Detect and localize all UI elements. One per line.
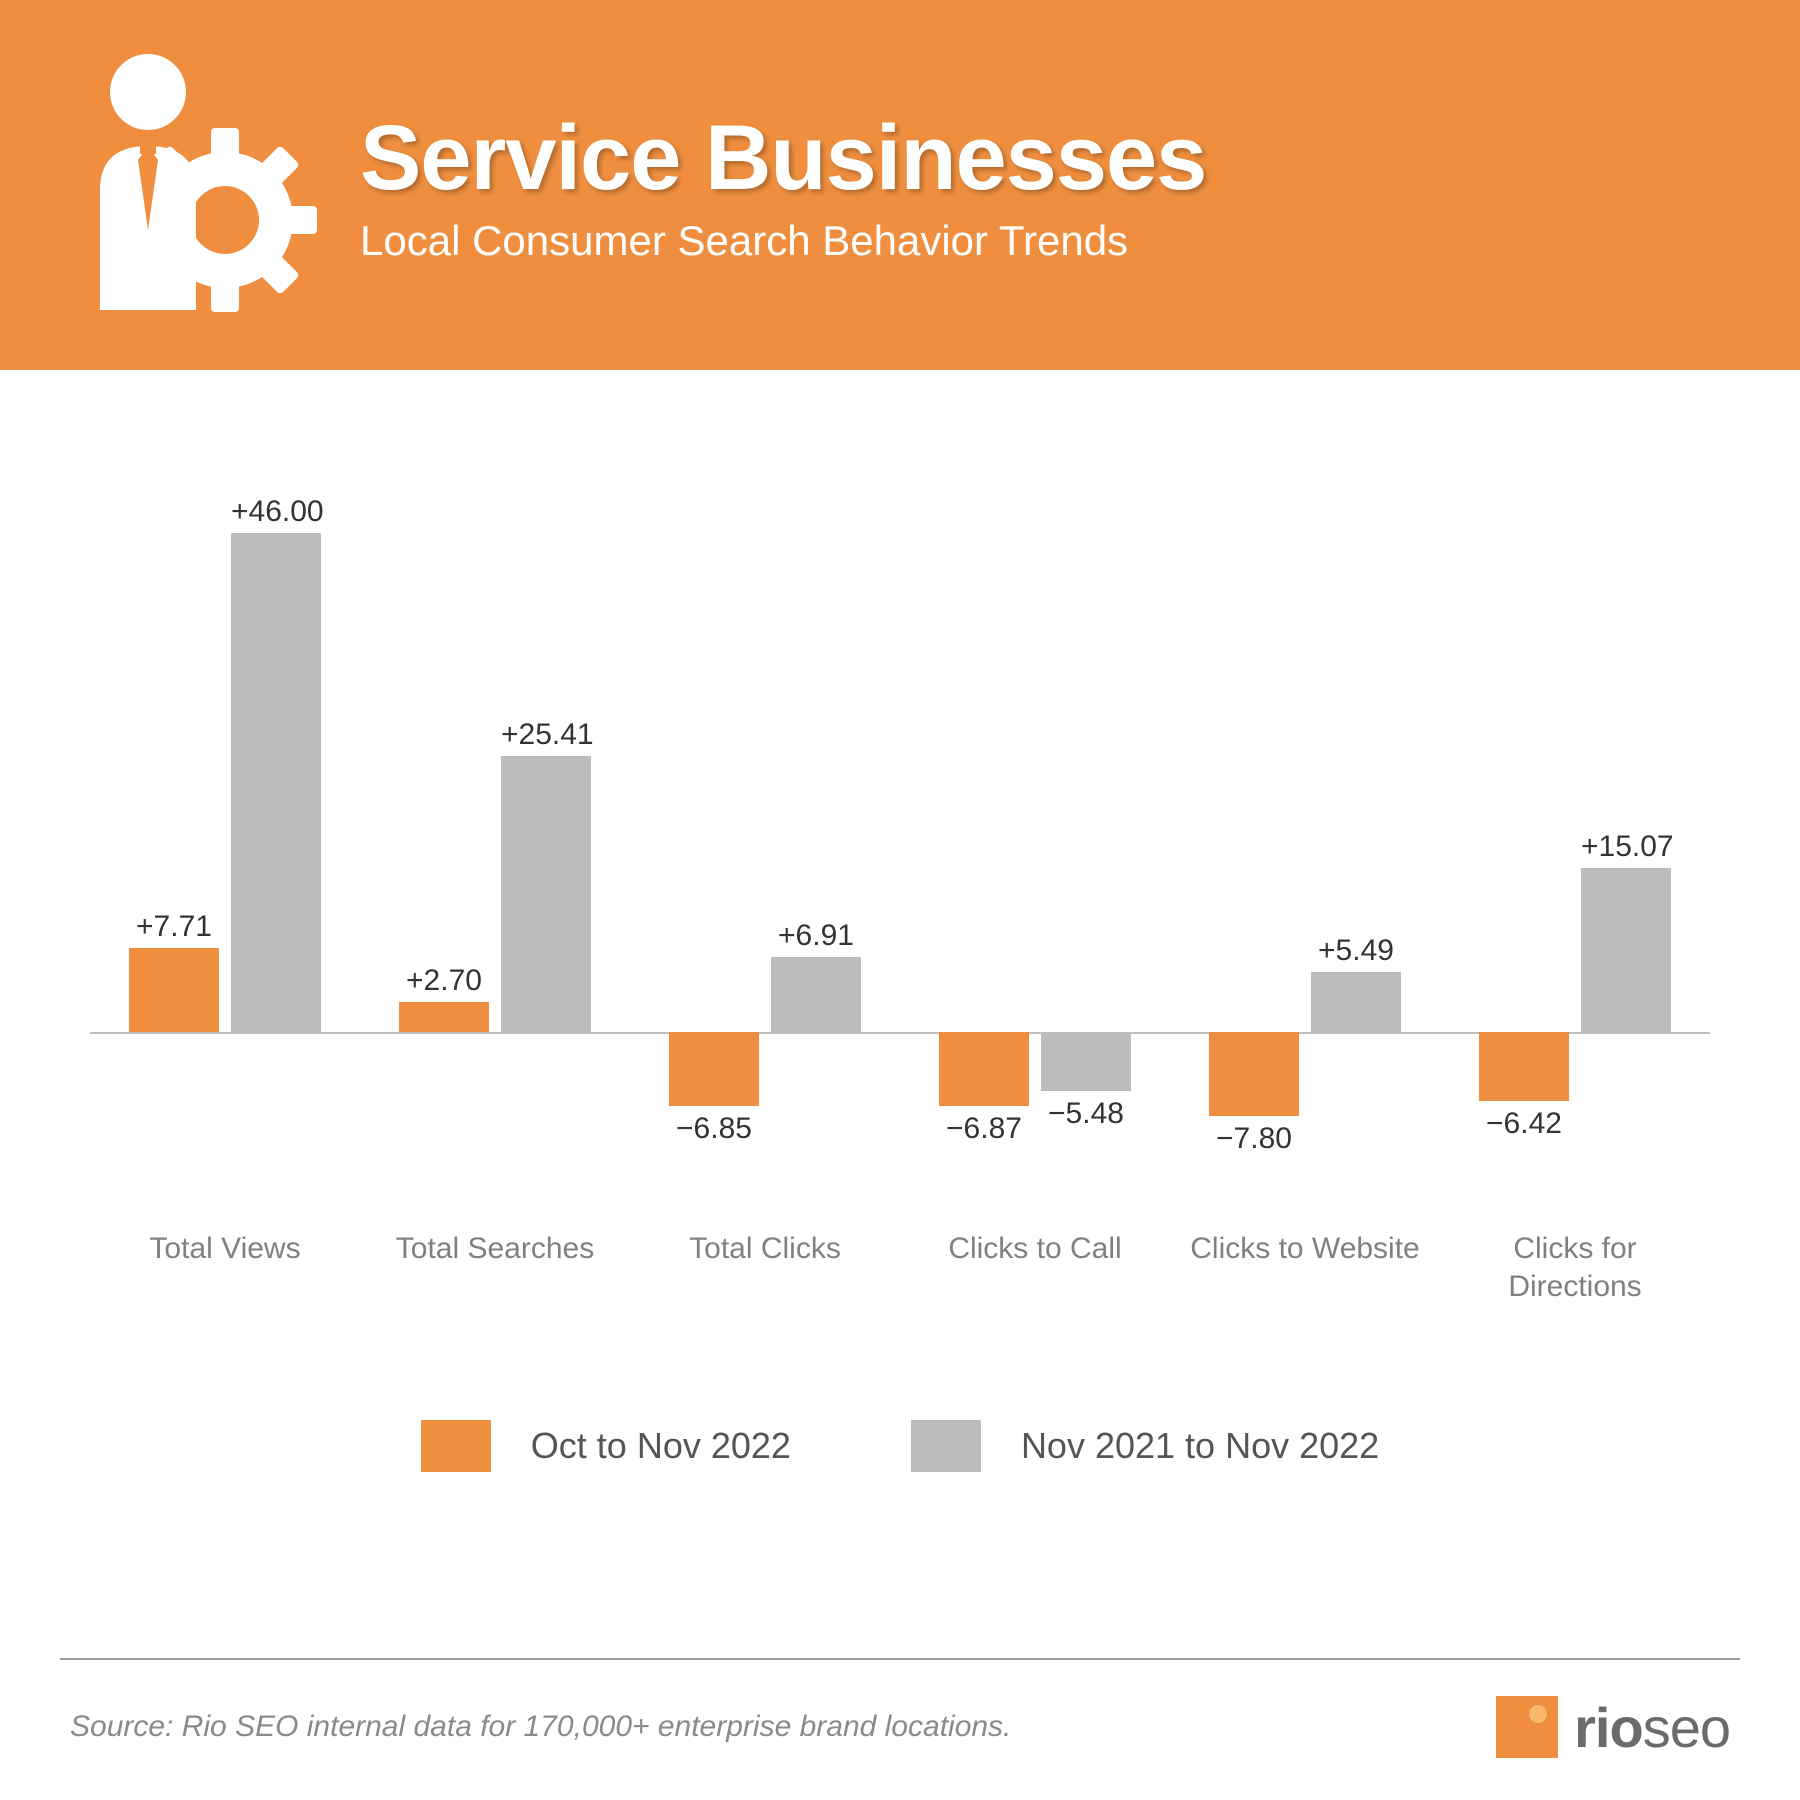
header-banner: Service Businesses Local Consumer Search… <box>0 0 1800 370</box>
legend-label: Oct to Nov 2022 <box>531 1425 791 1467</box>
bar-value-label: +46.00 <box>231 495 321 529</box>
page-subtitle: Local Consumer Search Behavior Trends <box>360 217 1206 265</box>
bar <box>1581 868 1671 1031</box>
chart-baseline <box>90 1032 1710 1034</box>
page: Service Businesses Local Consumer Search… <box>0 0 1800 1800</box>
bar-value-label: +6.91 <box>771 919 861 953</box>
footer: Source: Rio SEO internal data for 170,00… <box>60 1658 1740 1800</box>
bar-value-label: −6.87 <box>939 1112 1029 1146</box>
bar <box>231 533 321 1031</box>
category-label: Total Searches <box>360 1230 630 1268</box>
page-title: Service Businesses <box>360 106 1206 211</box>
bar <box>669 1032 759 1106</box>
bar-value-label: −6.85 <box>669 1112 759 1146</box>
bar-value-label: +25.41 <box>501 718 591 752</box>
category-label: Total Clicks <box>630 1230 900 1268</box>
bar-value-label: +15.07 <box>1581 830 1671 864</box>
bar <box>501 756 591 1031</box>
legend-item: Oct to Nov 2022 <box>421 1420 791 1472</box>
source-text: Source: Rio SEO internal data for 170,00… <box>70 1710 1011 1744</box>
bar-value-label: +5.49 <box>1311 934 1401 968</box>
bar-chart: +7.71 +46.00 Total Views +2.70 +25.41 Total S… <box>90 430 1710 1380</box>
bar <box>1479 1032 1569 1102</box>
bar <box>771 957 861 1032</box>
rioseo-logo: rioseo <box>1494 1694 1730 1760</box>
logo-text: rioseo <box>1574 1695 1730 1760</box>
bar <box>939 1032 1029 1106</box>
logo-mark-icon <box>1494 1694 1560 1760</box>
category-label: Clicks to Website <box>1170 1230 1440 1268</box>
bar <box>399 1002 489 1031</box>
legend-label: Nov 2021 to Nov 2022 <box>1021 1425 1379 1467</box>
bar-value-label: +7.71 <box>129 910 219 944</box>
category-label: Clicks forDirections <box>1440 1230 1710 1305</box>
bar <box>1311 972 1401 1031</box>
bar-value-label: −7.80 <box>1209 1122 1299 1156</box>
bar <box>1209 1032 1299 1117</box>
chart-legend: Oct to Nov 2022 Nov 2021 to Nov 2022 <box>90 1420 1710 1472</box>
chart-area: +7.71 +46.00 Total Views +2.70 +25.41 Total S… <box>0 370 1800 1608</box>
bar <box>1041 1032 1131 1091</box>
bar-value-label: −5.48 <box>1041 1097 1131 1131</box>
legend-swatch <box>911 1420 981 1472</box>
category-label: Total Views <box>90 1230 360 1268</box>
header-text: Service Businesses Local Consumer Search… <box>360 106 1206 265</box>
bar-value-label: +2.70 <box>399 964 489 998</box>
legend-swatch <box>421 1420 491 1472</box>
category-label: Clicks to Call <box>900 1230 1170 1268</box>
bar <box>129 948 219 1032</box>
bar-value-label: −6.42 <box>1479 1107 1569 1141</box>
legend-item: Nov 2021 to Nov 2022 <box>911 1420 1379 1472</box>
service-person-gear-icon <box>70 50 320 320</box>
